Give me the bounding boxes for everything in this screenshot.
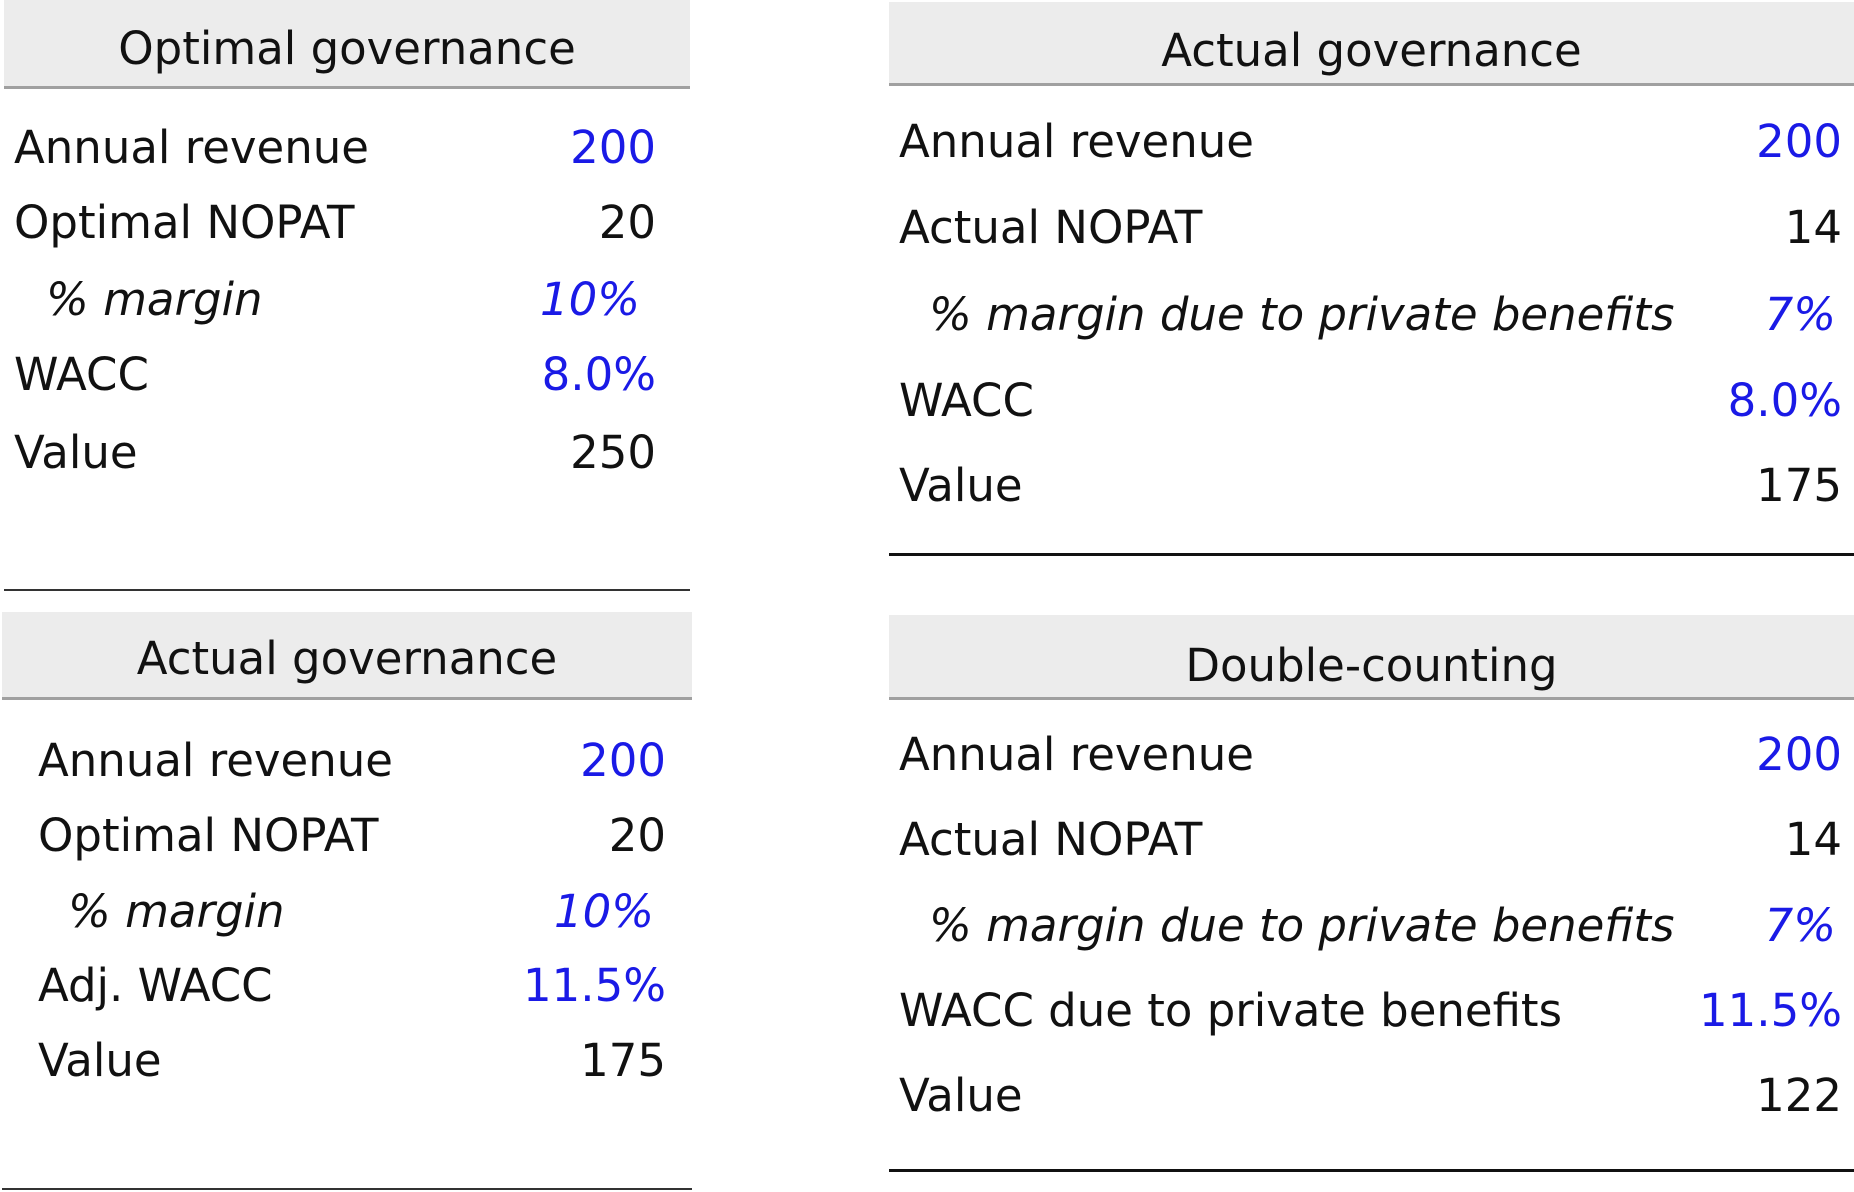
row-value: 122 [1756,1069,1842,1122]
row-value: 7% [1764,288,1836,341]
row-value: 200 [1756,728,1842,781]
row-value: 11.5% [1699,984,1842,1037]
row-label: % margin due to private benefits [929,288,1675,341]
panel-title: Double-counting [889,615,1854,700]
bottom-rule [4,589,690,591]
row-value: 175 [1756,459,1842,512]
row-label: WACC [899,374,1034,427]
row-value: 200 [1756,115,1842,168]
panel-title: Actual governance [889,2,1854,86]
row-label: % margin due to private benefits [929,899,1675,952]
row-value: 8.0% [541,348,656,401]
row-label: Value [899,459,1023,512]
row-value: 20 [598,196,656,249]
row-label: Adj. WACC [38,959,273,1012]
row-label: Annual revenue [14,121,369,174]
row-value: 8.0% [1727,374,1842,427]
row-value: 14 [1784,201,1842,254]
row-label: WACC due to private benefits [899,984,1563,1037]
row-label: % margin [46,273,263,326]
row-value: 20 [608,809,666,862]
row-value: 14 [1784,813,1842,866]
panel-title: Actual governance [2,612,692,700]
row-label: Annual revenue [899,728,1254,781]
row-label: Value [14,426,138,479]
row-value: 7% [1764,899,1836,952]
optimal-governance-panel: Optimal governance Annual revenue 200 Op… [4,0,690,592]
row-label: Actual NOPAT [899,201,1203,254]
bottom-rule [2,1188,692,1190]
row-label: % margin [68,885,285,938]
row-label: Actual NOPAT [899,813,1203,866]
row-label: Optimal NOPAT [38,809,379,862]
row-value: 11.5% [523,959,666,1012]
row-value: 200 [580,734,666,787]
bottom-rule [889,553,1854,556]
row-label: Value [899,1069,1023,1122]
row-label: Value [38,1034,162,1087]
row-value: 200 [570,121,656,174]
panel-title: Optimal governance [4,0,690,89]
double-counting-panel: Double-counting Annual revenue 200 Actua… [889,615,1854,1175]
row-value: 175 [580,1034,666,1087]
actual-governance-adj-wacc-panel: Actual governance [2,612,692,1192]
bottom-rule [889,1169,1854,1172]
row-label: Annual revenue [38,734,393,787]
row-value: 10% [553,885,654,938]
row-value: 250 [570,426,656,479]
row-label: WACC [14,348,149,401]
row-label: Annual revenue [899,115,1254,168]
row-label: Optimal NOPAT [14,196,355,249]
actual-governance-panel: Actual governance Annual revenue 200 Act… [889,2,1854,558]
row-value: 10% [539,273,640,326]
